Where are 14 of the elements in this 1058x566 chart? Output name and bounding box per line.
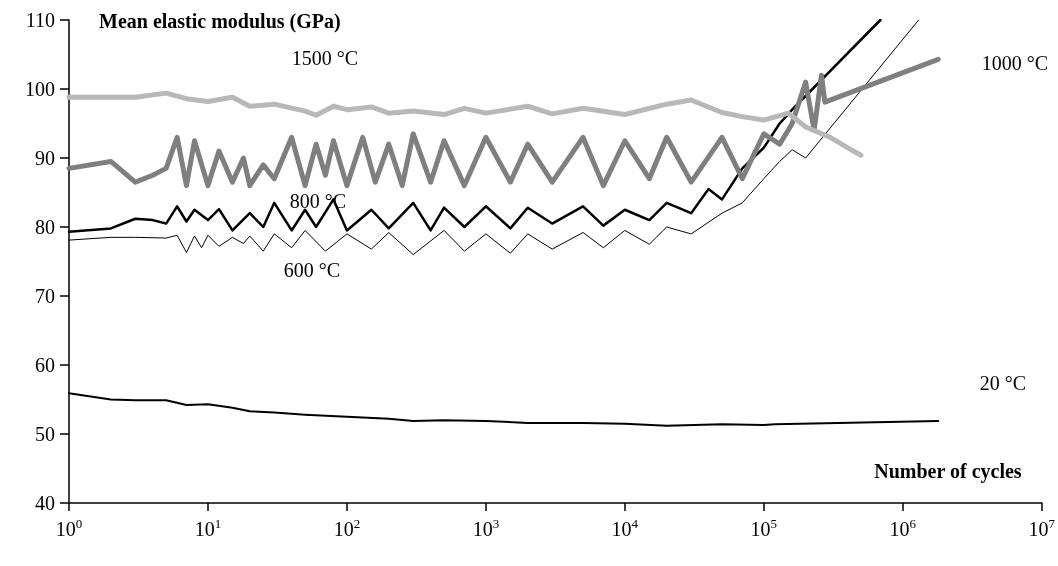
y-tick-label: 40 [35,492,55,514]
y-tick-label: 100 [25,78,55,100]
y-tick-label: 60 [35,354,55,376]
y-tick-label: 110 [25,9,55,31]
y-axis-title: Mean elastic modulus (GPa) [99,10,341,33]
y-tick-label: 80 [35,216,55,238]
text: 20 °C [979,372,1027,394]
y-tick-label: 90 [35,147,55,169]
y-tick-label: 50 [35,423,55,445]
y-tick-label: 70 [35,285,55,307]
text: 1000 °C [981,52,1049,74]
series-label: 600 °C [283,259,341,281]
x-axis-title: Number of cycles [874,460,1022,483]
series-label: 1500 °C [291,47,359,69]
